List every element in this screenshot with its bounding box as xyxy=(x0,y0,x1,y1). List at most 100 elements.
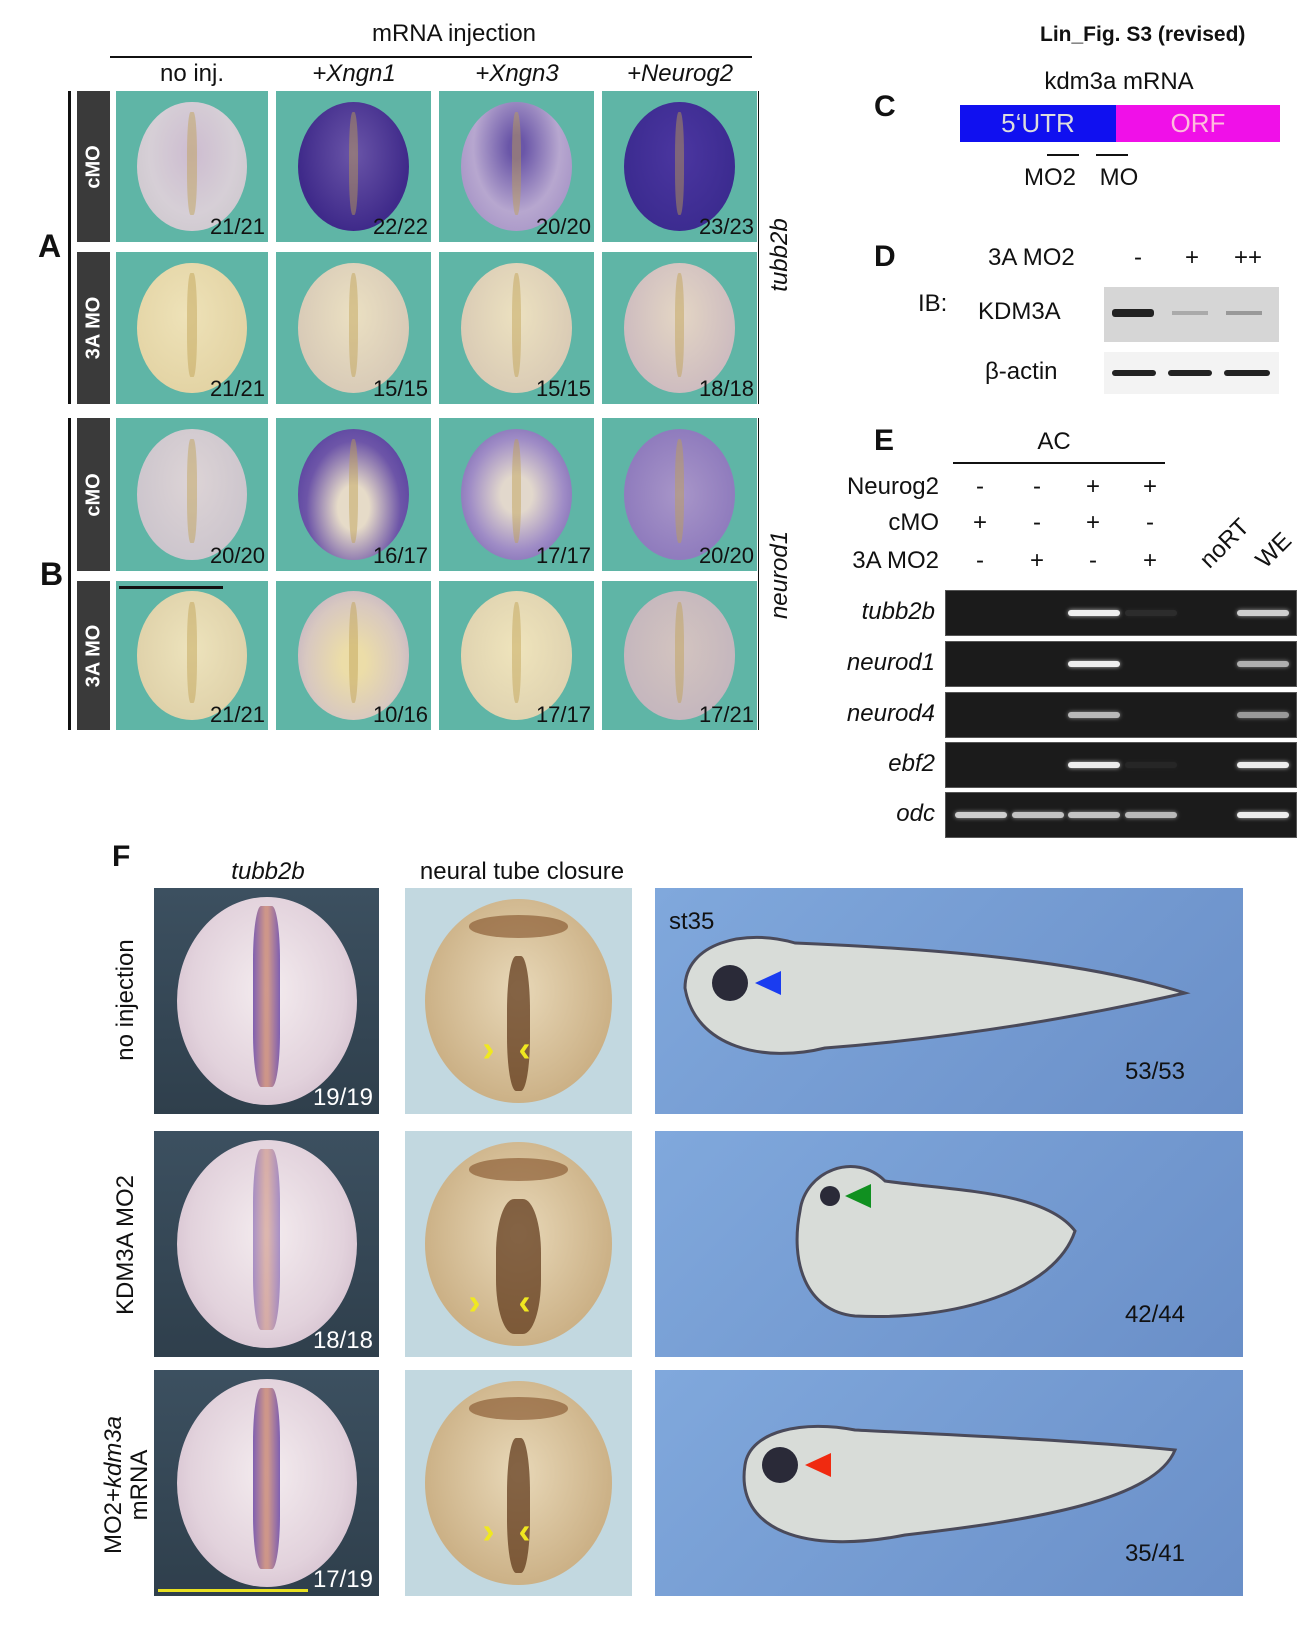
row-label-text: cMO xyxy=(82,144,104,189)
condition-value: - xyxy=(1033,509,1041,536)
kdm3a-blot xyxy=(1104,287,1279,342)
header-rule xyxy=(110,56,752,58)
embryo xyxy=(137,428,247,561)
panel-label-c: C xyxy=(874,90,896,123)
embryo-image: 18/18 xyxy=(602,252,757,404)
embryo-count: 17/17 xyxy=(535,543,591,568)
tadpole-image: 35/41 xyxy=(655,1370,1243,1596)
tubb2b-ish-image: 18/18 xyxy=(154,1131,379,1357)
embryo-image: 21/21 xyxy=(116,581,268,730)
neural-plate-midline xyxy=(348,601,359,704)
ac-label: AC xyxy=(1037,428,1071,455)
row-label-text: cMO xyxy=(82,472,104,517)
condition-value: - xyxy=(1089,547,1097,574)
scale-bar xyxy=(119,586,223,589)
anterior-ridge xyxy=(468,915,569,938)
marker-label-neurod1: neurod1 xyxy=(766,530,793,620)
embryo-image: 10/16 xyxy=(276,581,431,730)
gel-band xyxy=(1125,812,1177,818)
neural-plate-midline xyxy=(348,273,359,377)
condition-value: + xyxy=(972,509,988,536)
panel-label-d: D xyxy=(874,240,896,273)
lane-1-label: - xyxy=(1134,244,1142,271)
column-header-neurog2: +Neurog2 xyxy=(626,60,734,87)
neural-plate-midline xyxy=(187,273,197,377)
mo2-label: MO2 xyxy=(1023,164,1077,191)
tadpole-eye xyxy=(762,1447,798,1483)
neural-plate-midline xyxy=(348,112,359,215)
row-label-text: 3A MO xyxy=(82,296,104,360)
gel-band xyxy=(1125,762,1177,768)
embryo-count: 15/15 xyxy=(535,376,591,401)
gel-band xyxy=(1068,661,1120,667)
tadpole xyxy=(742,1424,1178,1544)
closure-arrows: ›‹ xyxy=(468,1281,569,1322)
neural-plate-midline xyxy=(674,112,685,215)
embryo-image: 16/17 xyxy=(276,418,431,571)
neural-groove xyxy=(507,955,530,1092)
embryo-image: 21/21 xyxy=(116,91,268,242)
gel-strip-odc xyxy=(945,792,1297,838)
panel-label-a: A xyxy=(38,228,62,264)
panel-label-b: B xyxy=(40,556,64,592)
closure-arrows: ›‹ xyxy=(482,1028,555,1069)
neural-plate-midline xyxy=(674,273,685,377)
row-label-a-3a-mo: 3A MO xyxy=(77,252,110,404)
embryo-image: 22/22 xyxy=(276,91,431,242)
embryo-count: 16/17 xyxy=(372,543,428,568)
tadpole xyxy=(795,1165,1077,1319)
condition-value: - xyxy=(976,473,984,500)
condition-label: cMO xyxy=(888,509,939,536)
embryo-count: 15/15 xyxy=(372,376,428,401)
embryo xyxy=(623,591,736,720)
embryo-count: 20/20 xyxy=(209,543,265,568)
we-label: WE xyxy=(1250,527,1298,574)
row-label-b-cmo: cMO xyxy=(77,418,110,571)
neural-plate-midline xyxy=(348,439,359,544)
treatment-label: 3A MO2 xyxy=(988,244,1075,271)
embryo-count: 21/21 xyxy=(209,376,265,401)
mrna-injection-header: mRNA injection xyxy=(371,20,537,47)
embryo xyxy=(460,262,573,394)
tadpole-body xyxy=(795,1165,1077,1319)
f-header-tubb2b: tubb2b xyxy=(231,858,305,885)
embryo xyxy=(460,101,573,232)
tubb2b-ish-image: 17/19 xyxy=(154,1370,379,1596)
condition-value: - xyxy=(976,547,984,574)
ish-count: 19/19 xyxy=(312,1084,373,1111)
bracket-a xyxy=(68,91,71,404)
neural-plate-midline xyxy=(187,439,197,544)
condition-value: + xyxy=(1029,547,1045,574)
eye-arrowhead xyxy=(755,971,781,995)
gene-label: neurod1 xyxy=(846,649,935,676)
f-scale-bar xyxy=(158,1589,308,1592)
column-header-no-inj: no inj. xyxy=(159,60,225,87)
neural-plate-midline xyxy=(187,601,197,704)
embryo xyxy=(460,428,573,561)
gene-label: ebf2 xyxy=(888,750,935,777)
gel-band xyxy=(1237,661,1289,667)
tadpole-eye xyxy=(712,965,748,1001)
embryo-count: 22/22 xyxy=(372,214,428,239)
neural-plate-midline xyxy=(511,273,522,377)
tadpole-image: 42/44 xyxy=(655,1131,1243,1357)
embryo-image: 15/15 xyxy=(439,252,594,404)
gel-band xyxy=(1125,610,1177,616)
orf-segment: ORF xyxy=(1116,105,1280,142)
tadpole-count: 42/44 xyxy=(1124,1301,1185,1328)
column-header-xngn1: +Xngn1 xyxy=(312,60,396,87)
f-header-neural-tube: neural tube closure xyxy=(419,858,625,885)
embryo xyxy=(297,591,410,720)
condition-value: - xyxy=(1033,473,1041,500)
tadpole xyxy=(683,935,1191,1055)
gel-band xyxy=(1237,610,1289,616)
gel-band xyxy=(1237,712,1289,718)
utr-segment: 5‘UTR xyxy=(960,105,1116,142)
embryo-image: 17/21 xyxy=(602,581,757,730)
kdm3a-blot-label: KDM3A xyxy=(978,298,1061,325)
embryo-count: 21/21 xyxy=(209,702,265,727)
gel-band xyxy=(1012,812,1064,818)
neural-tube-stain xyxy=(253,1149,280,1330)
mrna-title: kdm3a mRNA xyxy=(1044,68,1194,95)
gel-strip-ebf2 xyxy=(945,742,1297,788)
